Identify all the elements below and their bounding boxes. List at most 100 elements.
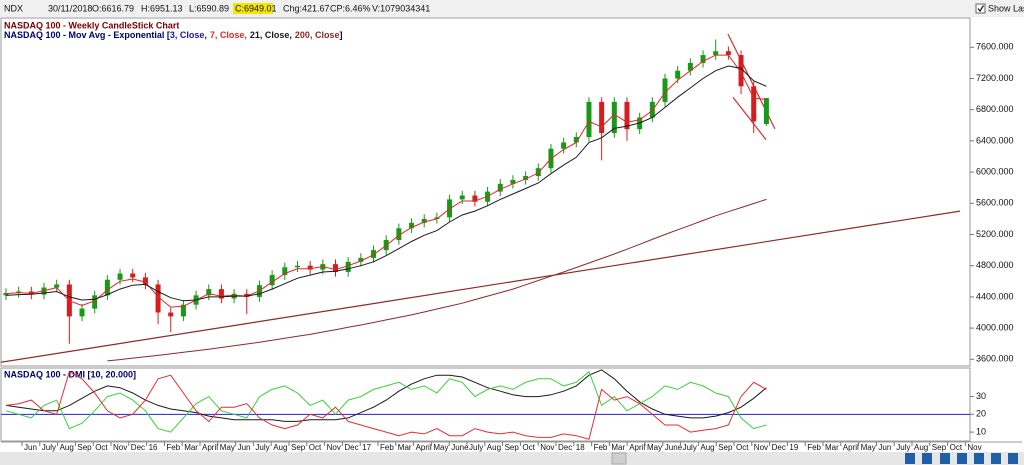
candle-body bbox=[751, 86, 757, 122]
show-last-label[interactable]: Show Last bbox=[988, 3, 1024, 13]
candle-body bbox=[130, 273, 136, 278]
trend-line bbox=[732, 96, 767, 141]
candle-body bbox=[497, 183, 503, 192]
candle-body bbox=[624, 101, 630, 130]
moving-average bbox=[5, 65, 767, 302]
volume: V:1079034341 bbox=[372, 3, 430, 13]
candle-body bbox=[218, 289, 224, 299]
x-tick-label: May bbox=[647, 443, 662, 452]
candle-body bbox=[700, 55, 706, 63]
candle-body bbox=[459, 195, 465, 200]
candle-body bbox=[662, 78, 668, 102]
candle-body bbox=[472, 195, 478, 202]
candle-body bbox=[738, 55, 744, 87]
candle-body bbox=[573, 137, 579, 143]
candle-body bbox=[586, 101, 592, 138]
candle-body bbox=[282, 267, 288, 276]
candle-body bbox=[168, 312, 174, 317]
nav-button[interactable] bbox=[1008, 453, 1018, 464]
x-tick-label: Dec bbox=[344, 443, 358, 452]
scrollbar bbox=[0, 452, 1024, 465]
y-tick-label: 4400.000 bbox=[976, 291, 1014, 301]
candle-body bbox=[142, 277, 148, 285]
x-tick-label: Nov bbox=[540, 443, 554, 452]
x-tick-label: May bbox=[433, 443, 448, 452]
candle-body bbox=[104, 279, 110, 296]
x-tick-label: July bbox=[255, 443, 269, 452]
nav-button[interactable] bbox=[922, 453, 932, 464]
x-tick-label: Sep bbox=[718, 443, 733, 452]
x-tick-label: Jun bbox=[238, 443, 251, 452]
nav-button[interactable] bbox=[991, 453, 1001, 464]
candle-body bbox=[155, 284, 161, 313]
candle-body bbox=[117, 273, 123, 280]
x-tick-label: Jun bbox=[24, 443, 37, 452]
candle-body bbox=[675, 70, 681, 79]
x-tick-label: Oct bbox=[309, 443, 322, 452]
x-tick-label: July bbox=[683, 443, 697, 452]
x-tick-label: 16 bbox=[149, 443, 158, 452]
y-tick-label: 6800.000 bbox=[976, 104, 1014, 114]
x-tick-label: Sep bbox=[505, 443, 520, 452]
y-tick-label: 3600.000 bbox=[976, 354, 1014, 364]
x-tick-label: July bbox=[42, 443, 56, 452]
x-tick-label: Oct bbox=[95, 443, 108, 452]
x-tick-label: Nov bbox=[327, 443, 341, 452]
x-tick-label: July bbox=[896, 443, 910, 452]
x-tick-label: Nov bbox=[754, 443, 768, 452]
legend-entry: 21, Close, bbox=[250, 30, 292, 40]
x-tick-label: Oct bbox=[522, 443, 535, 452]
candle-body bbox=[371, 250, 377, 258]
symbol: NDX bbox=[4, 3, 23, 13]
nav-button[interactable] bbox=[957, 453, 967, 464]
legend-entry: ] bbox=[339, 30, 342, 40]
x-tick-label: Dec bbox=[131, 443, 145, 452]
y-tick-label: 7200.000 bbox=[976, 73, 1014, 83]
plot bbox=[1, 369, 970, 440]
candle-body bbox=[510, 179, 516, 184]
moving-average bbox=[5, 54, 767, 308]
candle-body bbox=[332, 264, 338, 272]
scroll-thumb[interactable] bbox=[611, 452, 627, 465]
ma-legend: NASDAQ 100 - Mov Avg - Exponential [3, C… bbox=[4, 30, 342, 40]
x-tick-label: Aug bbox=[273, 443, 287, 452]
candle-body bbox=[396, 228, 402, 240]
x-tick-label: Dec bbox=[772, 443, 786, 452]
y-tick-label: 6000.000 bbox=[976, 166, 1014, 176]
nav-button[interactable] bbox=[940, 453, 950, 464]
x-tick-label: May bbox=[220, 443, 235, 452]
y-tick-label: 6400.000 bbox=[976, 135, 1014, 145]
nav-button[interactable] bbox=[974, 453, 984, 464]
close: C:6949.01 bbox=[235, 3, 277, 13]
candle-body bbox=[358, 257, 364, 262]
header-bar: NDX 30/11/2018 O:6616.79 H:6951.13 L:659… bbox=[0, 0, 1024, 17]
price-panel bbox=[0, 17, 971, 367]
x-tick-label: Jun bbox=[878, 443, 891, 452]
x-tick-label: Aug bbox=[700, 443, 714, 452]
x-tick-label: June bbox=[665, 443, 683, 452]
trend-line bbox=[1, 210, 961, 363]
legend-entry: NASDAQ 100 - Mov Avg - Exponential [ bbox=[4, 30, 170, 40]
scroll-track[interactable] bbox=[0, 452, 1024, 465]
candle-body bbox=[3, 293, 9, 296]
candle-body bbox=[294, 265, 300, 268]
candle-body bbox=[269, 275, 275, 286]
plot bbox=[1, 33, 961, 363]
low: L:6590.89 bbox=[189, 3, 229, 13]
y-tick-label: 30 bbox=[976, 391, 986, 401]
legend-entry: 3, Close, bbox=[170, 30, 207, 40]
x-tick-label: Feb bbox=[166, 443, 180, 452]
legend-entry: 200, Close bbox=[295, 30, 340, 40]
show-last-checkbox[interactable] bbox=[975, 3, 986, 14]
dmi-panel bbox=[0, 367, 971, 442]
open: O:6616.79 bbox=[92, 3, 134, 13]
close-highlight bbox=[233, 3, 273, 14]
nav-button[interactable] bbox=[905, 453, 915, 464]
x-tick-label: April bbox=[202, 443, 218, 452]
x-tick-label: Oct bbox=[950, 443, 963, 452]
x-tick-label: Aug bbox=[60, 443, 74, 452]
x-tick-label: Sep bbox=[932, 443, 947, 452]
candle-body bbox=[611, 101, 617, 134]
candle-body bbox=[244, 293, 250, 297]
